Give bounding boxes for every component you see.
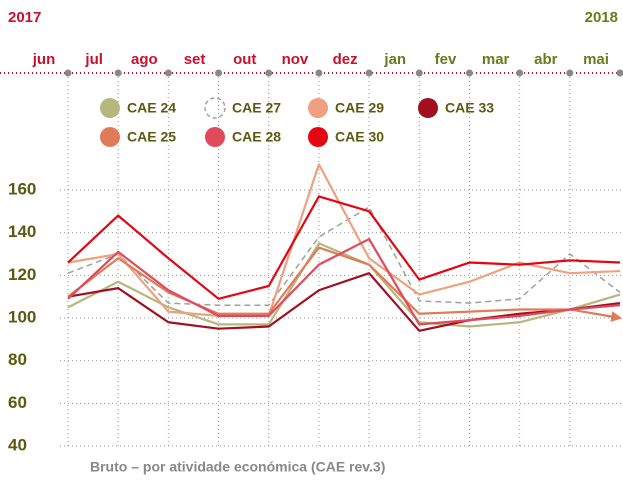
y-tick-label: 120	[8, 265, 36, 284]
x-tick-label: mai	[583, 51, 609, 68]
y-tick-label: 100	[8, 307, 36, 326]
y-tick-label: 160	[8, 179, 36, 198]
x-tick-label: dez	[333, 51, 358, 68]
series-line	[67, 237, 621, 326]
month-dot	[215, 69, 223, 77]
x-tick-label: jul	[84, 51, 103, 68]
month-dot	[616, 69, 623, 77]
month-dot	[265, 69, 273, 77]
x-tick-label: set	[184, 51, 206, 68]
month-dot	[365, 69, 373, 77]
legend-label: CAE 28	[232, 129, 281, 145]
legend-label: CAE 30	[335, 129, 384, 145]
x-tick-label: ago	[131, 51, 158, 68]
y-tick-label: 140	[8, 222, 36, 241]
series-line	[67, 163, 621, 317]
legend-label: CAE 25	[127, 129, 176, 145]
series-line	[67, 272, 621, 332]
x-tick-label: mar	[482, 51, 510, 68]
x-tick-label: out	[233, 51, 256, 68]
series-line	[67, 206, 621, 306]
month-dot	[516, 69, 524, 77]
series-line	[67, 246, 623, 322]
legend-label: CAE 33	[445, 100, 494, 116]
x-tick-label: fev	[435, 51, 457, 68]
legend-marker	[100, 98, 120, 118]
month-dot	[315, 69, 323, 77]
x-tick-label: jun	[32, 51, 56, 68]
legend-label: CAE 29	[335, 100, 384, 116]
legend-label: CAE 24	[127, 100, 176, 116]
footer: Bruto – por atividade económica (CAE rev…	[90, 459, 385, 475]
month-dot	[415, 69, 423, 77]
y-tick-label: 40	[8, 435, 27, 454]
series-line	[67, 195, 621, 300]
legend-marker	[204, 97, 226, 119]
year-label: 2018	[585, 9, 618, 26]
month-dot	[114, 69, 122, 77]
legend-marker	[100, 127, 120, 147]
x-tick-label: abr	[534, 51, 558, 68]
month-dot	[465, 69, 473, 77]
y-tick-label: 60	[8, 393, 27, 412]
x-tick-label: jan	[383, 51, 406, 68]
legend-marker	[205, 127, 225, 147]
legend-marker	[418, 98, 438, 118]
month-dot	[566, 69, 574, 77]
x-tick-label: nov	[282, 51, 309, 68]
legend-label: CAE 27	[232, 100, 281, 116]
month-dot	[64, 69, 72, 77]
month-dot	[164, 69, 172, 77]
y-tick-label: 80	[8, 350, 27, 369]
legend-marker	[308, 127, 328, 147]
legend-marker	[308, 98, 328, 118]
year-label: 2017	[8, 9, 41, 26]
